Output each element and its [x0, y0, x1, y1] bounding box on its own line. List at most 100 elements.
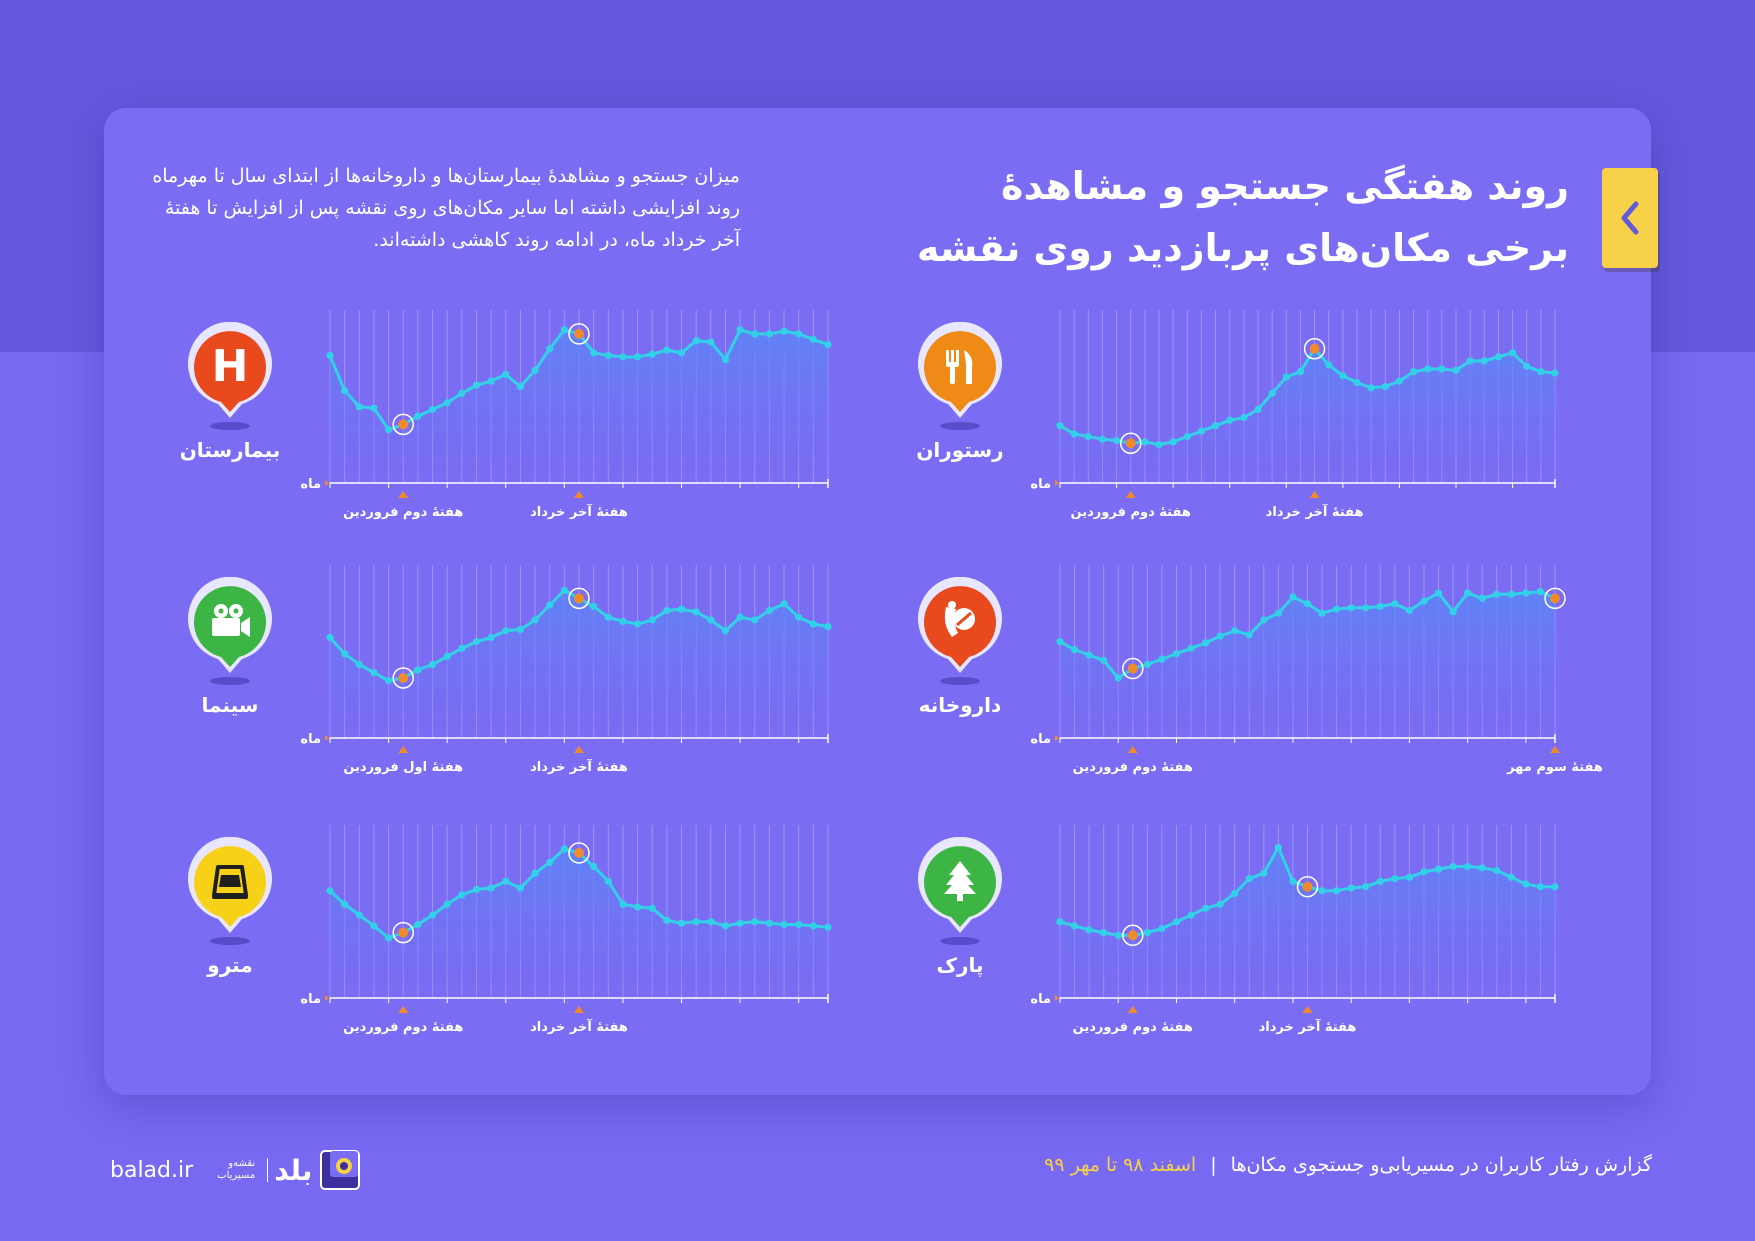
highlight-point	[398, 927, 409, 938]
data-point	[1231, 889, 1239, 898]
axis-arrow-icon	[325, 480, 329, 486]
marker-label: هفتهٔ دوم فروردین	[1073, 760, 1193, 775]
data-point	[809, 922, 817, 930]
chart-hospital: ماه هفتهٔ دوم فروردین هفتهٔ آخر خرداد	[300, 310, 832, 520]
data-point	[531, 869, 539, 877]
panel-metro: ماه هفتهٔ دوم فروردین هفتهٔ آخر خرداد مترو	[180, 815, 960, 1065]
data-point	[1522, 880, 1530, 888]
marker-label: هفتهٔ دوم فروردین	[343, 505, 463, 520]
data-point	[326, 351, 334, 360]
data-point	[1172, 918, 1181, 926]
data-point	[736, 326, 744, 334]
marker-label: هفتهٔ آخر خرداد	[530, 1018, 628, 1035]
data-point	[341, 387, 349, 395]
data-point	[1405, 873, 1414, 881]
data-point	[414, 412, 422, 420]
series-area	[330, 848, 828, 998]
data-point	[531, 616, 539, 624]
marker-triangle-icon	[398, 746, 409, 753]
data-point	[1187, 644, 1195, 652]
data-point	[765, 606, 774, 615]
data-point	[604, 613, 612, 621]
site-url[interactable]: balad.ir	[110, 1157, 194, 1183]
data-point	[487, 633, 495, 642]
data-point	[648, 616, 656, 624]
data-point	[1056, 422, 1064, 430]
data-point	[809, 335, 817, 343]
balad-logo-icon	[320, 1150, 361, 1190]
highlight-ring	[1544, 587, 1566, 610]
data-point	[502, 627, 510, 635]
data-point	[590, 602, 598, 611]
marker-label: هفتهٔ سوم مهر	[1506, 760, 1603, 775]
data-point	[795, 920, 803, 929]
marker-triangle-icon	[398, 1006, 409, 1013]
data-point	[1537, 368, 1545, 376]
data-point	[1405, 606, 1414, 615]
data-point	[1070, 430, 1078, 438]
data-point	[663, 606, 671, 615]
data-point	[1395, 377, 1404, 385]
data-point	[516, 382, 525, 391]
data-point	[1289, 877, 1297, 885]
data-point	[1085, 651, 1093, 659]
data-point	[707, 616, 715, 624]
category-label-park: پارک	[936, 953, 984, 977]
data-point	[590, 862, 598, 871]
data-point	[677, 919, 686, 927]
data-point	[1551, 883, 1559, 891]
footer-separator: |	[1210, 1154, 1217, 1176]
series-area	[330, 329, 828, 483]
data-point	[414, 920, 422, 929]
data-point	[648, 350, 656, 358]
data-point	[1254, 405, 1262, 414]
panel-restaurant: ماه هفتهٔ دوم فروردین هفتهٔ آخر خرداد رستور…	[910, 300, 1690, 550]
back-button[interactable]	[1602, 168, 1658, 268]
data-point	[458, 389, 466, 397]
data-point	[1391, 875, 1399, 883]
data-point	[1325, 361, 1333, 369]
data-point	[1260, 616, 1268, 624]
marker-triangle-icon	[574, 1006, 584, 1013]
data-point	[428, 405, 437, 414]
data-point	[1507, 873, 1515, 881]
data-point	[1158, 924, 1166, 933]
data-point	[765, 330, 774, 338]
data-point	[341, 900, 349, 908]
data-point	[707, 918, 715, 926]
data-point	[516, 625, 525, 633]
location-pin-pharmacy	[918, 577, 1002, 685]
data-point	[1438, 365, 1446, 373]
data-point	[1197, 427, 1206, 435]
data-point	[1434, 589, 1443, 597]
data-point	[1085, 926, 1093, 934]
marker-triangle-icon	[398, 491, 409, 498]
marker-label: هفتهٔ آخر خرداد	[1259, 1018, 1357, 1035]
x-axis-label: ماه	[1030, 477, 1051, 492]
chart-cinema: ماه هفتهٔ اول فروردین هفتهٔ آخر خرداد	[300, 565, 832, 775]
data-point	[355, 403, 363, 411]
data-point	[1551, 369, 1559, 377]
data-point	[1231, 627, 1239, 635]
axis-arrow-icon	[1055, 480, 1059, 486]
data-point	[677, 349, 686, 357]
data-point	[1100, 929, 1108, 937]
data-point	[341, 650, 349, 658]
data-point	[692, 918, 700, 926]
highlight-point	[574, 593, 584, 604]
data-point	[1522, 589, 1530, 597]
pill-bottle-icon	[944, 601, 975, 637]
data-point	[751, 616, 759, 624]
data-point	[780, 920, 788, 929]
data-point	[1245, 631, 1253, 639]
movie-camera-icon	[212, 604, 250, 637]
series-area	[1060, 591, 1555, 738]
highlight-ring	[1303, 338, 1326, 360]
data-point	[736, 919, 744, 927]
highlight-point	[574, 328, 584, 339]
tree-icon	[944, 861, 976, 901]
highlight-point	[398, 419, 409, 430]
x-axis-label: ماه	[1030, 992, 1051, 1007]
data-point	[1226, 416, 1234, 424]
highlight-ring	[568, 323, 590, 345]
